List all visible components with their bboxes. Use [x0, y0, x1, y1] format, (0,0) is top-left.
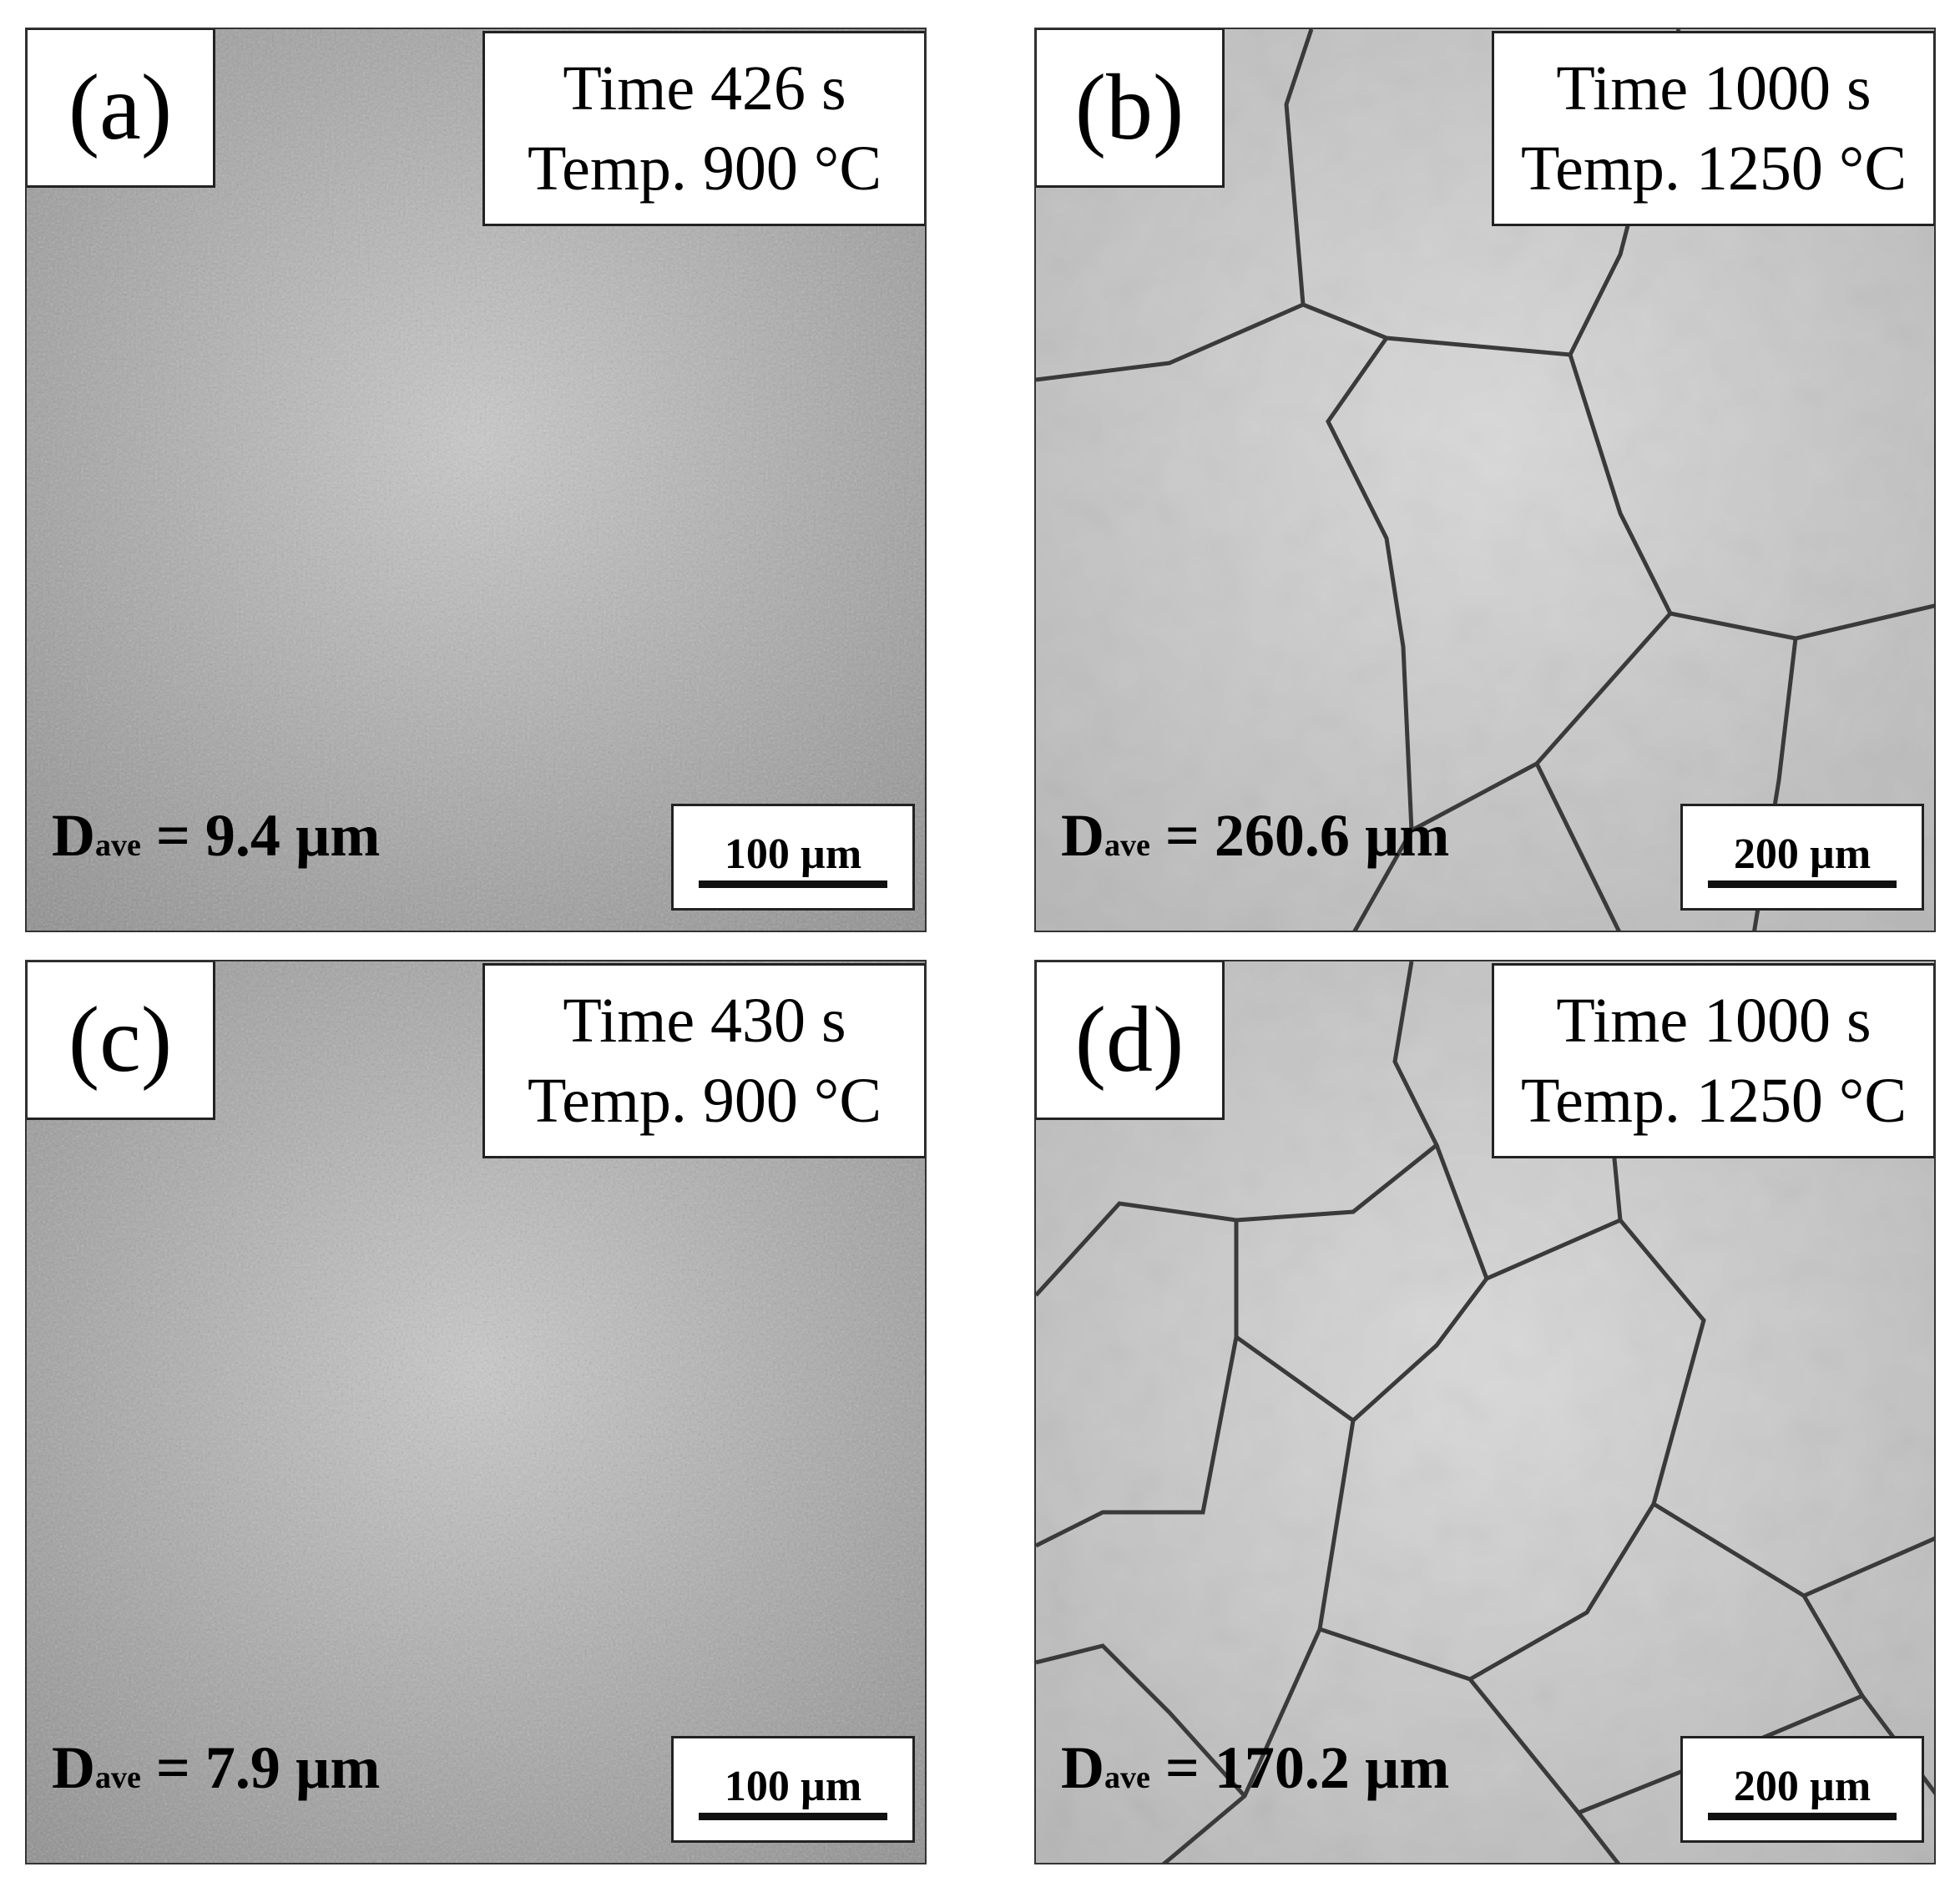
grain-boundary	[1036, 1220, 1239, 1548]
grain-size-symbol: D	[52, 1734, 95, 1801]
grain-size-value: = 170.2 µm	[1164, 1734, 1450, 1801]
micrograph-panel: (c) Time 430 s Temp. 900 °C Dave = 7.9 µm 10…	[25, 960, 927, 1864]
micrograph-panel: (a) Time 426 s Temp. 900 °C Dave = 9.4 µm 10…	[25, 28, 927, 932]
grain-boundary	[1326, 336, 1414, 931]
grain-size: Dave = 170.2 µm	[1061, 1733, 1449, 1803]
temp-text: Temp. 900 °C	[527, 1066, 882, 1136]
time-text: Time 430 s	[563, 986, 846, 1056]
grain-size-subscript: ave	[95, 828, 141, 863]
scale-bar	[1708, 880, 1897, 888]
grain-size-symbol: D	[1061, 1734, 1104, 1801]
panel-label: (a)	[27, 29, 215, 188]
grain-boundary	[1036, 1643, 1246, 1798]
grain-size-subscript: ave	[95, 1760, 141, 1795]
grain-size-value: = 9.4 µm	[155, 802, 381, 869]
scale-bar-text: 200 µm	[1733, 830, 1872, 878]
scale-bar-text: 200 µm	[1733, 1763, 1872, 1810]
temp-text: Temp. 1250 °C	[1520, 134, 1907, 204]
grain-boundary	[1319, 1627, 1621, 1863]
grain-size-symbol: D	[52, 802, 95, 869]
scale-bar	[1708, 1813, 1897, 1820]
grain-boundary	[1534, 762, 1621, 931]
scale-bar-box: 200 µm	[1680, 804, 1924, 911]
grain-boundary	[1468, 1502, 1656, 1682]
grain-size-symbol: D	[1061, 802, 1104, 869]
grain-boundary	[1485, 1217, 1934, 1598]
scale-bar-text: 100 µm	[724, 830, 862, 878]
grain-boundary	[1235, 1144, 1489, 1424]
grain-boundary	[1036, 961, 1440, 1297]
scale-bar-text: 100 µm	[724, 1763, 862, 1810]
temp-text: Temp. 1250 °C	[1520, 1066, 1907, 1136]
time-text: Time 426 s	[563, 53, 846, 124]
micrograph-panel: (b) Time 1000 s Temp. 1250 °C Dave = 260.6 …	[1034, 28, 1936, 932]
scale-bar-box: 100 µm	[671, 1736, 915, 1843]
condition-box: Time 430 s Temp. 900 °C	[482, 963, 925, 1158]
grain-size-value: = 7.9 µm	[155, 1734, 381, 1801]
grain-size: Dave = 260.6 µm	[1061, 801, 1449, 870]
temp-text: Temp. 900 °C	[527, 134, 882, 204]
grain-boundary	[1036, 302, 1305, 382]
grain-boundary	[1161, 1420, 1356, 1863]
grain-size-value: = 260.6 µm	[1164, 802, 1450, 869]
scale-bar	[699, 1813, 887, 1820]
condition-box: Time 1000 s Temp. 1250 °C	[1492, 963, 1934, 1158]
grain-size: Dave = 7.9 µm	[52, 1733, 380, 1803]
panel-label: (b)	[1036, 29, 1225, 188]
grain-size-subscript: ave	[1104, 1760, 1150, 1795]
time-text: Time 1000 s	[1556, 53, 1872, 124]
scale-bar	[699, 880, 887, 888]
micrograph-panel: (d) Time 1000 s Temp. 1250 °C Dave = 170.2 …	[1034, 960, 1936, 1864]
panel-label: (d)	[1036, 961, 1225, 1120]
grain-size-subscript: ave	[1104, 828, 1150, 863]
grain-size: Dave = 9.4 µm	[52, 801, 380, 870]
panel-label: (c)	[27, 961, 215, 1120]
time-text: Time 1000 s	[1556, 986, 1872, 1056]
scale-bar-box: 200 µm	[1680, 1736, 1924, 1843]
condition-box: Time 426 s Temp. 900 °C	[482, 31, 925, 226]
condition-box: Time 1000 s Temp. 1250 °C	[1492, 31, 1934, 226]
scale-bar-box: 100 µm	[671, 804, 915, 911]
